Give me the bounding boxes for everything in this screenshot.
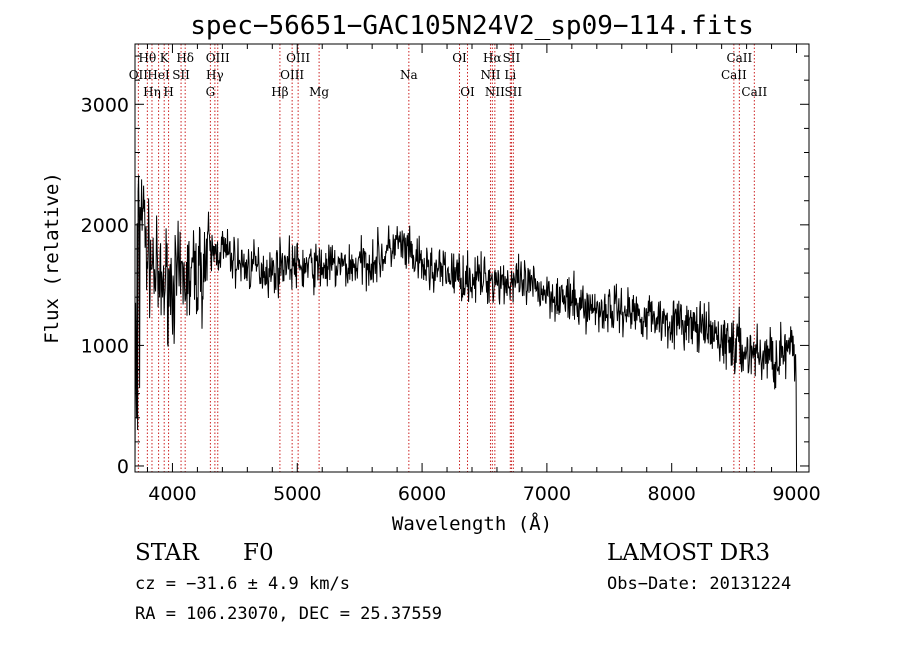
spectral-line-label: SII <box>504 85 522 99</box>
x-tick-label: 8000 <box>648 483 696 505</box>
spectral-line-label: Hδ <box>176 51 194 65</box>
spectrum-trace <box>134 175 798 466</box>
spectral-line-label: SII <box>503 51 521 65</box>
y-tick-label: 0 <box>117 456 129 478</box>
spectral-line-label: OIII <box>206 51 230 65</box>
spectral-line-label: OI <box>460 85 475 99</box>
spectral-line-label: Hγ <box>206 68 224 82</box>
spectral-line-label: Hα <box>483 51 502 65</box>
spectral-line-label: OIII <box>286 51 310 65</box>
x-axis-label: Wavelength (Å) <box>392 512 552 535</box>
spectral-line-label: SII <box>172 68 190 82</box>
spectral-line-label: G <box>206 85 216 99</box>
y-axis-label: Flux (relative) <box>41 172 63 344</box>
x-tick-label: 5000 <box>273 483 321 505</box>
spectral-line-label: NII <box>480 68 500 82</box>
ra-dec: RA = 106.23070, DEC = 25.37559 <box>135 604 442 624</box>
spectral-line-label: Hη <box>143 85 161 99</box>
axis-tick-labels: 4000 5000 6000 7000 8000 9000 0 1000 2000 3000 <box>81 94 821 505</box>
spectral-line-label: Li <box>504 68 516 82</box>
axis-ticks <box>135 44 809 472</box>
x-tick-label: 6000 <box>398 483 446 505</box>
spectral-line-label: Hθ <box>139 51 157 65</box>
y-tick-label: 3000 <box>81 94 129 116</box>
spectral-line-label: Hβ <box>271 85 288 99</box>
spectral-line-label: Mg <box>309 85 329 99</box>
x-tick-label: 9000 <box>772 483 820 505</box>
object-subclass: F0 <box>243 540 274 566</box>
spectral-line-label: OI <box>452 51 467 65</box>
spectral-line-label: HeI <box>147 68 170 82</box>
obs-date: Obs−Date: 20131224 <box>607 574 791 594</box>
redshift-value: cz = −31.6 ± 4.9 km/s <box>135 574 350 594</box>
plot-frame <box>134 43 810 473</box>
spectral-line-label: OIII <box>280 68 304 82</box>
object-class: STAR <box>135 540 199 566</box>
spectral-line-label: CaII <box>721 68 747 82</box>
spectral-line-label: CaII <box>726 51 752 65</box>
survey-name: LAMOST DR3 <box>607 540 770 566</box>
spectral-line-label: K <box>160 51 170 65</box>
spectral-line-label: H <box>163 85 173 99</box>
chart-title: spec−56651−GAC105N24V2_sp09−114.fits <box>190 11 754 41</box>
x-tick-label: 4000 <box>148 483 196 505</box>
spectral-line-label: CaII <box>741 85 767 99</box>
x-tick-label: 7000 <box>523 483 571 505</box>
spectral-line-label: Na <box>400 68 418 82</box>
y-tick-label: 2000 <box>81 215 129 237</box>
spectral-line-label: OII <box>129 68 149 82</box>
y-tick-label: 1000 <box>81 335 129 357</box>
spectral-line-label: NII <box>485 85 505 99</box>
